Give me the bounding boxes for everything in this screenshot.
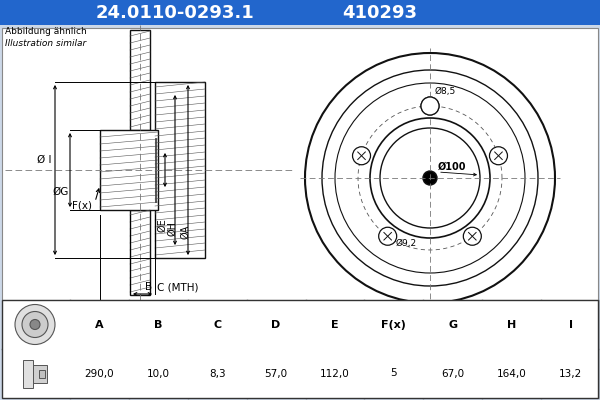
Circle shape bbox=[305, 53, 555, 303]
Text: 67,0: 67,0 bbox=[441, 368, 464, 378]
Circle shape bbox=[423, 171, 437, 185]
Text: ØH: ØH bbox=[167, 220, 177, 236]
Circle shape bbox=[380, 128, 480, 228]
Bar bbox=[2, 300, 598, 398]
Circle shape bbox=[30, 320, 40, 330]
Circle shape bbox=[490, 147, 508, 165]
Text: ØE: ØE bbox=[157, 218, 167, 232]
Text: 410293: 410293 bbox=[343, 4, 418, 22]
Bar bbox=[100, 130, 158, 210]
Circle shape bbox=[22, 312, 48, 338]
Text: ØG: ØG bbox=[52, 187, 68, 197]
Text: Ø9,2: Ø9,2 bbox=[395, 239, 417, 248]
Text: F(x): F(x) bbox=[382, 320, 406, 330]
Text: 10,0: 10,0 bbox=[147, 368, 170, 378]
Circle shape bbox=[15, 304, 55, 344]
Bar bbox=[2, 28, 598, 300]
Bar bbox=[155, 138, 156, 202]
Bar bbox=[39, 370, 45, 378]
Text: F(x): F(x) bbox=[72, 200, 92, 210]
Circle shape bbox=[370, 118, 490, 238]
Circle shape bbox=[421, 97, 439, 115]
Text: D: D bbox=[271, 320, 281, 330]
Circle shape bbox=[463, 227, 481, 245]
Text: 8,3: 8,3 bbox=[209, 368, 226, 378]
Text: D: D bbox=[104, 306, 112, 316]
Text: Ate: Ate bbox=[376, 187, 454, 229]
Text: G: G bbox=[448, 320, 457, 330]
Text: B: B bbox=[154, 320, 163, 330]
Text: A: A bbox=[95, 320, 104, 330]
Circle shape bbox=[335, 83, 525, 273]
Text: C: C bbox=[213, 320, 221, 330]
Text: 24.0110-0293.1: 24.0110-0293.1 bbox=[95, 4, 254, 22]
Text: Ø100: Ø100 bbox=[438, 162, 467, 172]
Bar bbox=[155, 82, 205, 258]
Text: H: H bbox=[507, 320, 516, 330]
Text: I: I bbox=[569, 320, 572, 330]
Text: 13,2: 13,2 bbox=[559, 368, 582, 378]
Text: Abbildung ähnlich: Abbildung ähnlich bbox=[5, 28, 87, 36]
Text: Illustration similar: Illustration similar bbox=[5, 38, 86, 48]
Bar bbox=[0, 0, 600, 25]
Text: 57,0: 57,0 bbox=[265, 368, 287, 378]
Circle shape bbox=[379, 227, 397, 245]
Circle shape bbox=[322, 70, 538, 286]
Text: Ø I: Ø I bbox=[37, 155, 52, 165]
Text: C (MTH): C (MTH) bbox=[157, 282, 199, 292]
Text: ØA: ØA bbox=[180, 225, 190, 239]
Text: 290,0: 290,0 bbox=[85, 368, 114, 378]
Text: 5: 5 bbox=[391, 368, 397, 378]
Bar bbox=[23, 360, 33, 388]
Text: Ø8,5: Ø8,5 bbox=[435, 87, 456, 96]
Text: E: E bbox=[331, 320, 339, 330]
Bar bbox=[130, 210, 150, 295]
Circle shape bbox=[353, 147, 371, 165]
Circle shape bbox=[421, 97, 439, 115]
Bar bbox=[33, 364, 47, 382]
Text: 164,0: 164,0 bbox=[497, 368, 527, 378]
Text: B: B bbox=[145, 282, 152, 292]
Bar bbox=[130, 30, 150, 130]
Text: 112,0: 112,0 bbox=[320, 368, 350, 378]
